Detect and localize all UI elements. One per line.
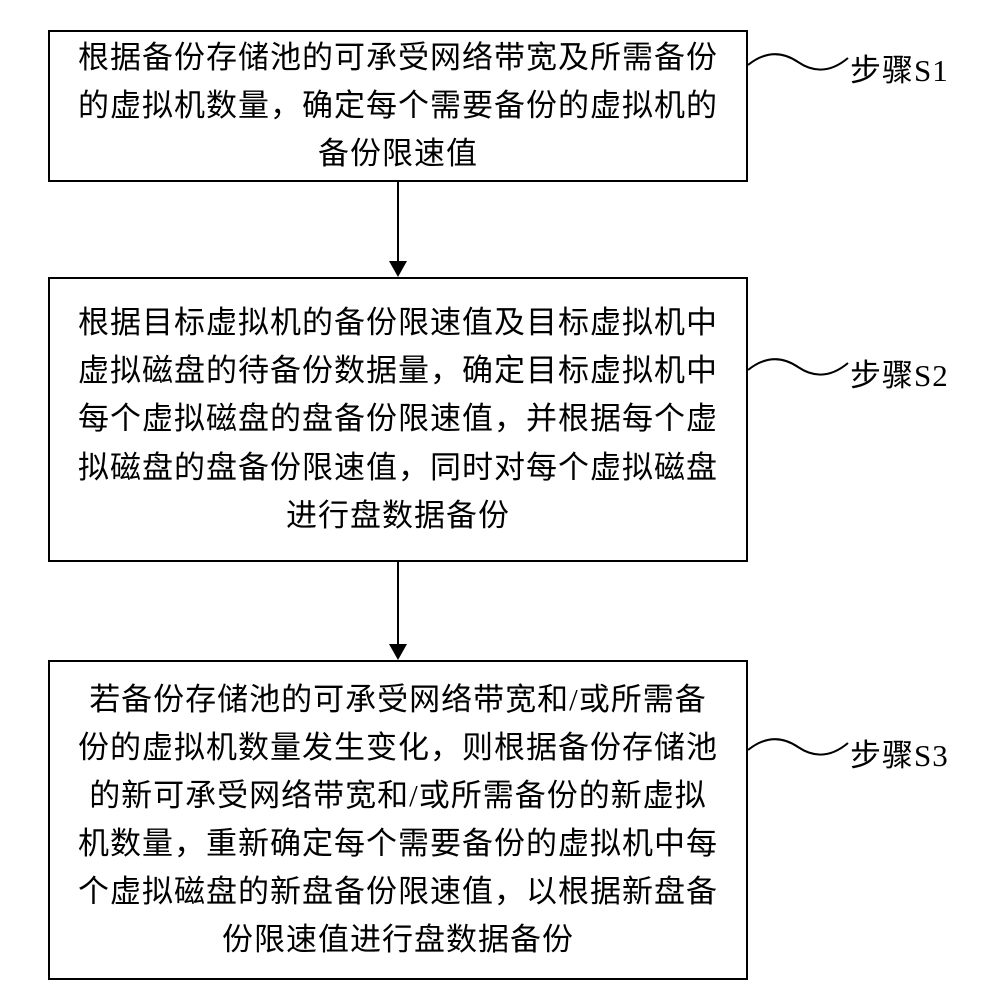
arrow-line: [397, 182, 399, 261]
arrow-s1-s2: [389, 182, 407, 277]
step-text-s3: 若备份存储池的可承受网络带宽和/或所需备份的虚拟机数量发生变化，则根据备份存储池…: [74, 676, 722, 964]
arrow-head-icon: [389, 644, 407, 660]
step-text-s1: 根据备份存储池的可承受网络带宽及所需备份的虚拟机数量，确定每个需要备份的虚拟机的…: [74, 34, 722, 178]
step-label-s3: 步骤S3: [850, 730, 949, 775]
connector-s2: [748, 345, 853, 385]
arrow-line: [397, 562, 399, 644]
arrow-head-icon: [389, 261, 407, 277]
step-box-s2: 根据目标虚拟机的备份限速值及目标虚拟机中虚拟磁盘的待备份数据量，确定目标虚拟机中…: [48, 277, 748, 562]
step-box-s3: 若备份存储池的可承受网络带宽和/或所需备份的虚拟机数量发生变化，则根据备份存储池…: [48, 660, 748, 980]
connector-s3: [748, 725, 853, 765]
flowchart-container: 根据备份存储池的可承受网络带宽及所需备份的虚拟机数量，确定每个需要备份的虚拟机的…: [0, 0, 996, 1000]
step-label-s2: 步骤S2: [850, 350, 949, 395]
step-label-s1: 步骤S1: [850, 45, 949, 90]
connector-s1: [748, 40, 853, 80]
arrow-s2-s3: [389, 562, 407, 660]
step-box-s1: 根据备份存储池的可承受网络带宽及所需备份的虚拟机数量，确定每个需要备份的虚拟机的…: [48, 30, 748, 182]
step-text-s2: 根据目标虚拟机的备份限速值及目标虚拟机中虚拟磁盘的待备份数据量，确定目标虚拟机中…: [74, 299, 722, 539]
